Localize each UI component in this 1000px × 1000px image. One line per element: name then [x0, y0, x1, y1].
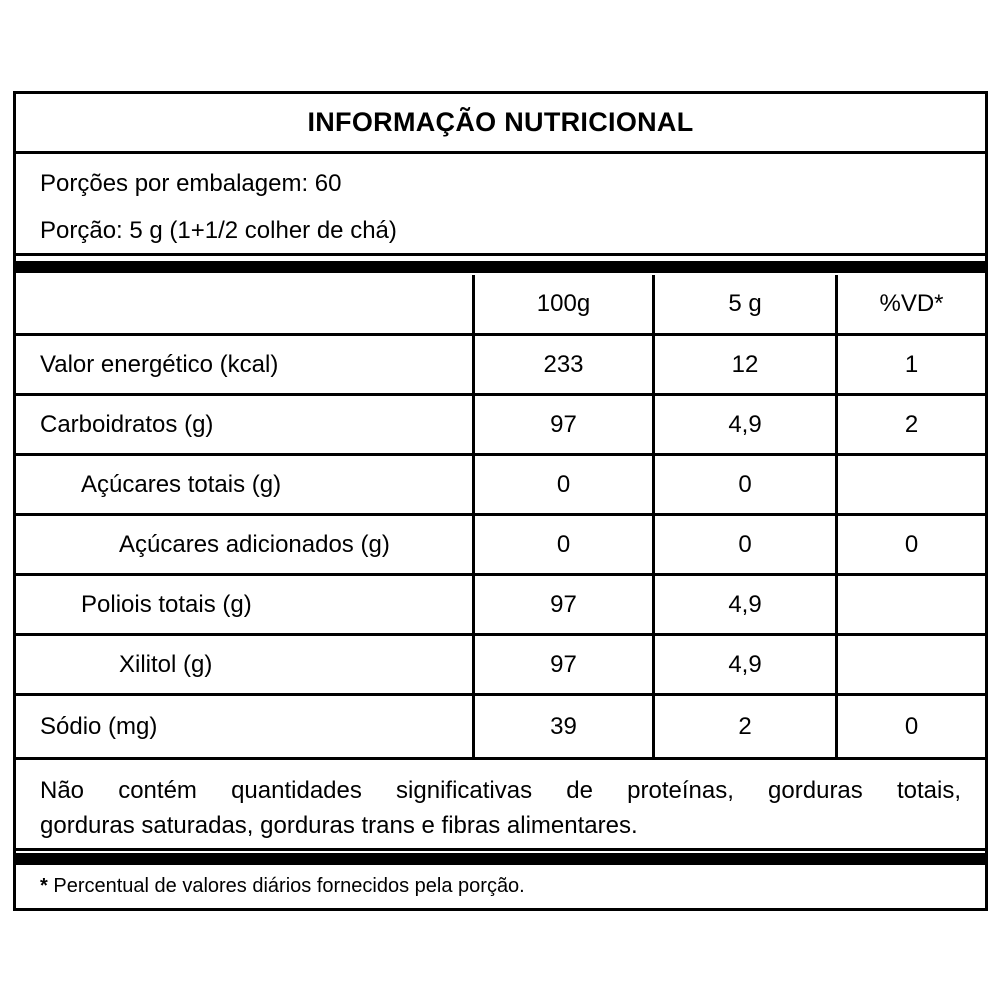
footnote-asterisk: *	[40, 875, 48, 897]
row-per-serving: 4,9	[652, 396, 835, 453]
row-per-100g: 0	[472, 516, 652, 573]
row-per-100g: 97	[472, 636, 652, 693]
row-daily-value: 0	[835, 516, 985, 573]
row-label: Sódio (mg)	[40, 712, 158, 740]
table-header-row: 100g 5 g %VD*	[16, 275, 985, 336]
table-row: Açúcares totais (g) 0 0	[16, 456, 985, 516]
row-per-serving: 0	[652, 456, 835, 513]
row-per-serving: 2	[652, 696, 835, 757]
header-per-100g: 100g	[472, 275, 652, 333]
row-per-serving: 4,9	[652, 576, 835, 633]
row-daily-value: 0	[835, 696, 985, 757]
row-label: Poliois totais (g)	[81, 590, 252, 618]
table-row: Açúcares adicionados (g) 0 0 0	[16, 516, 985, 576]
row-daily-value	[835, 636, 985, 693]
table-row: Carboidratos (g) 97 4,9 2	[16, 396, 985, 456]
row-daily-value	[835, 576, 985, 633]
row-per-100g: 39	[472, 696, 652, 757]
row-daily-value: 2	[835, 396, 985, 453]
section-divider-top	[16, 256, 985, 275]
serving-size: Porção: 5 g (1+1/2 colher de chá)	[40, 217, 397, 244]
table-row: Valor energético (kcal) 233 12 1	[16, 336, 985, 396]
row-daily-value	[835, 456, 985, 513]
row-per-100g: 0	[472, 456, 652, 513]
nutrition-label: INFORMAÇÃO NUTRICIONAL Porções por embal…	[13, 91, 988, 911]
nutrition-table: 100g 5 g %VD* Valor energético (kcal) 23…	[16, 275, 985, 760]
row-label: Carboidratos (g)	[40, 410, 214, 438]
row-per-100g: 233	[472, 336, 652, 393]
section-divider-bottom	[16, 851, 985, 865]
header-daily-value: %VD*	[835, 275, 985, 333]
row-label: Xilitol (g)	[119, 650, 213, 678]
daily-value-footnote: * Percentual de valores diários fornecid…	[16, 864, 985, 908]
row-per-serving: 0	[652, 516, 835, 573]
row-label: Valor energético (kcal)	[40, 350, 279, 378]
thick-divider-bar	[16, 261, 985, 273]
footnote-text: Percentual de valores diários fornecidos…	[47, 875, 525, 897]
row-label: Açúcares adicionados (g)	[119, 530, 390, 558]
table-row: Xilitol (g) 97 4,9	[16, 636, 985, 696]
row-per-serving: 4,9	[652, 636, 835, 693]
note-line-1: Não contém quantidades significativas de…	[40, 777, 961, 804]
row-label: Açúcares totais (g)	[81, 470, 282, 498]
header-item	[16, 275, 472, 333]
row-per-100g: 97	[472, 576, 652, 633]
no-significant-amounts-note: Não contém quantidades significativas de…	[16, 760, 985, 851]
row-per-serving: 12	[652, 336, 835, 393]
table-row: Poliois totais (g) 97 4,9	[16, 576, 985, 636]
label-title: INFORMAÇÃO NUTRICIONAL	[16, 94, 985, 154]
servings-per-package: Porções por embalagem: 60	[40, 170, 342, 197]
row-daily-value: 1	[835, 336, 985, 393]
header-per-serving: 5 g	[652, 275, 835, 333]
serving-info: Porções por embalagem: 60 Porção: 5 g (1…	[16, 154, 985, 256]
note-line-2: gorduras saturadas, gorduras trans e fib…	[40, 812, 638, 839]
thick-divider-bar	[16, 853, 985, 865]
table-row: Sódio (mg) 39 2 0	[16, 696, 985, 760]
row-per-100g: 97	[472, 396, 652, 453]
